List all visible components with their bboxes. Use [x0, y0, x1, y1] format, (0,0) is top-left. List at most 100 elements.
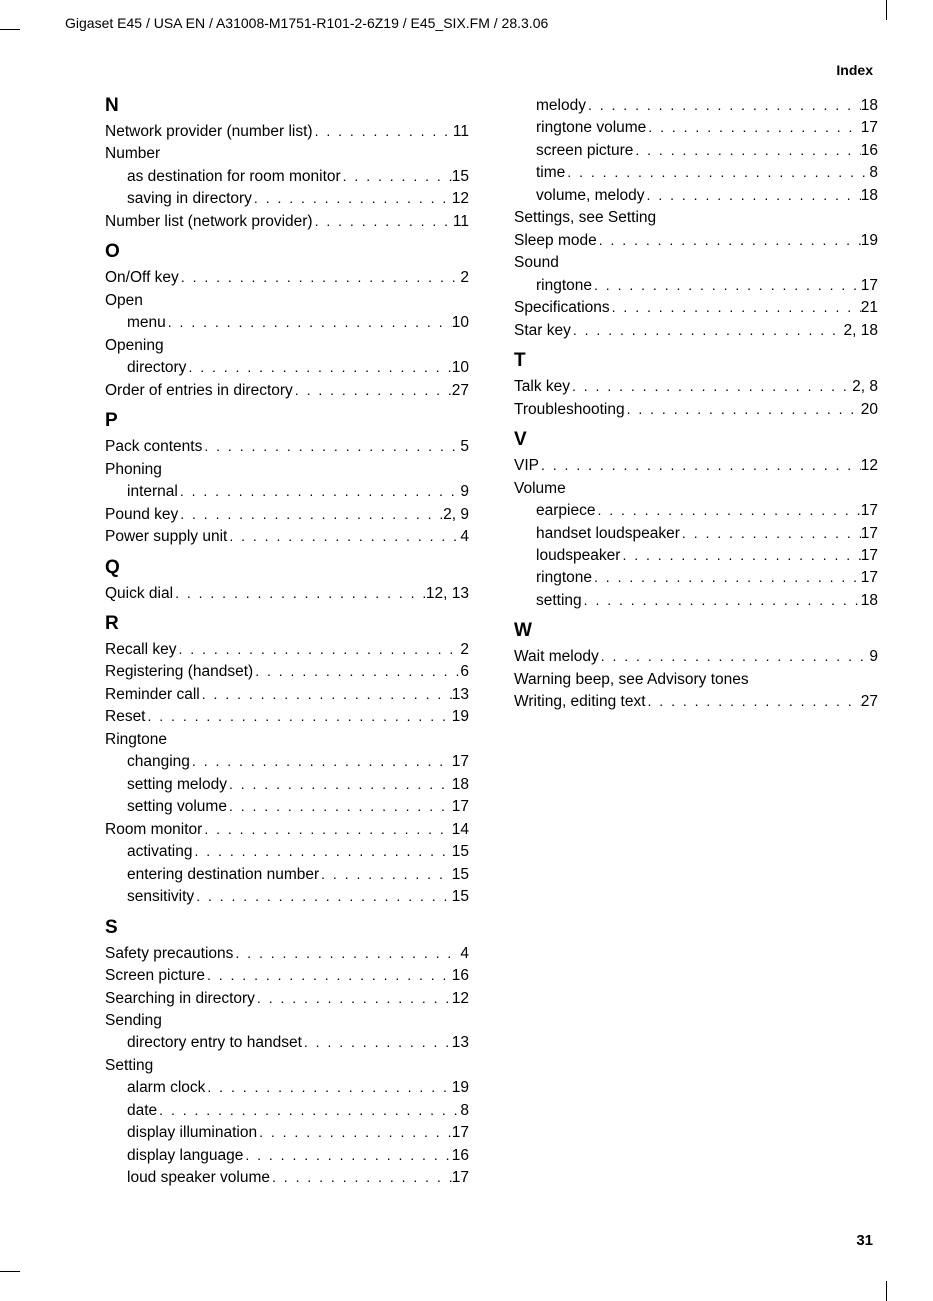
entry-label: Searching in directory: [105, 988, 255, 1010]
entry-label: entering destination number: [127, 864, 319, 886]
index-entry: Pack contents5: [105, 436, 469, 458]
leader-dots: [186, 357, 451, 379]
index-entry: saving in directory 12: [105, 188, 469, 210]
leader-dots: [255, 988, 452, 1010]
letter-heading: W: [514, 620, 878, 642]
index-entry: sensitivity15: [105, 886, 469, 908]
entry-page: 19: [452, 1077, 469, 1099]
index-entry: Screen picture16: [105, 965, 469, 987]
leader-dots: [599, 646, 870, 668]
leader-dots: [313, 211, 453, 233]
entry-label: as destination for room monitor: [127, 166, 341, 188]
index-entry: changing17: [105, 751, 469, 773]
leader-dots: [178, 481, 461, 503]
entry-label: Star key: [514, 320, 571, 342]
leader-dots: [166, 312, 452, 334]
leader-dots: [582, 590, 861, 612]
index-entry: ringtone17: [514, 275, 878, 297]
entry-page: 2, 18: [844, 320, 878, 342]
index-entry: Specifications 21: [514, 297, 878, 319]
index-entry: as destination for room monitor15: [105, 166, 469, 188]
entry-label: ringtone volume: [536, 117, 646, 139]
leader-dots: [179, 267, 461, 289]
entry-page: 18: [861, 590, 878, 612]
entry-page: 12: [452, 188, 469, 210]
leader-dots: [194, 886, 452, 908]
letter-heading: P: [105, 410, 469, 432]
leader-dots: [177, 639, 461, 661]
index-entry: Reminder call 13: [105, 684, 469, 706]
index-entry: time 8: [514, 162, 878, 184]
entry-page: 20: [861, 399, 878, 421]
leader-dots: [190, 751, 452, 773]
leader-dots: [625, 399, 861, 421]
index-entry-noref: Ringtone: [105, 729, 469, 751]
entry-label: Pack contents: [105, 436, 202, 458]
leader-dots: [293, 380, 452, 402]
entry-label: Network provider (number list): [105, 121, 313, 143]
entry-label: Order of entries in directory: [105, 380, 293, 402]
index-entry: On/Off key2: [105, 267, 469, 289]
leader-dots: [192, 841, 451, 863]
entry-label: Specifications: [514, 297, 610, 319]
entry-page: 2, 9: [443, 504, 469, 526]
index-entry: melody18: [514, 95, 878, 117]
entry-page: 8: [460, 1100, 469, 1122]
entry-label: Troubleshooting: [514, 399, 625, 421]
entry-page: 17: [452, 796, 469, 818]
entry-label: saving in directory: [127, 188, 252, 210]
index-entry-noref: Number: [105, 143, 469, 165]
leader-dots: [319, 864, 452, 886]
entry-page: 15: [452, 864, 469, 886]
crop-mark: [0, 1271, 20, 1272]
entry-page: 13: [452, 684, 469, 706]
index-entry: screen picture16: [514, 140, 878, 162]
entry-label: internal: [127, 481, 178, 503]
header-text: Gigaset E45 / USA EN / A31008-M1751-R101…: [65, 15, 548, 31]
leader-dots: [620, 545, 860, 567]
entry-page: 17: [861, 523, 878, 545]
leader-dots: [253, 661, 460, 683]
leader-dots: [595, 500, 860, 522]
index-entry: volume, melody18: [514, 185, 878, 207]
entry-page: 9: [460, 481, 469, 503]
entry-page: 19: [861, 230, 878, 252]
index-entry-noref: Setting: [105, 1055, 469, 1077]
leader-dots: [157, 1100, 460, 1122]
entry-page: 17: [452, 1167, 469, 1189]
leader-dots: [571, 320, 844, 342]
index-entry: alarm clock19: [105, 1077, 469, 1099]
entry-label: menu: [127, 312, 166, 334]
entry-page: 4: [460, 943, 469, 965]
index-entry: setting volume17: [105, 796, 469, 818]
leader-dots: [205, 1077, 451, 1099]
index-entry: Pound key2, 9: [105, 504, 469, 526]
index-entry: Reset19: [105, 706, 469, 728]
entry-label: ringtone: [536, 275, 592, 297]
left-column: NNetwork provider (number list)11Numbera…: [105, 95, 469, 1190]
leader-dots: [597, 230, 861, 252]
index-entry: directory entry to handset13: [105, 1032, 469, 1054]
entry-label: loud speaker volume: [127, 1167, 270, 1189]
entry-page: 21: [861, 297, 878, 319]
index-entry: Recall key2: [105, 639, 469, 661]
entry-label: screen picture: [536, 140, 633, 162]
entry-page: 18: [452, 774, 469, 796]
index-entry-noref: Volume: [514, 478, 878, 500]
entry-label: Number list (network provider): [105, 211, 313, 233]
index-entry: Troubleshooting 20: [514, 399, 878, 421]
entry-label: display language: [127, 1145, 243, 1167]
right-column: melody18ringtone volume17screen picture1…: [514, 95, 878, 1190]
leader-dots: [178, 504, 443, 526]
entry-label: Sleep mode: [514, 230, 597, 252]
leader-dots: [205, 965, 452, 987]
index-entry: Power supply unit4: [105, 526, 469, 548]
entry-label: Reminder call: [105, 684, 200, 706]
entry-label: loudspeaker: [536, 545, 620, 567]
index-entry: Talk key2, 8: [514, 376, 878, 398]
entry-label: handset loudspeaker: [536, 523, 680, 545]
leader-dots: [243, 1145, 451, 1167]
entry-page: 16: [452, 965, 469, 987]
leader-dots: [610, 297, 861, 319]
index-entry: date8: [105, 1100, 469, 1122]
